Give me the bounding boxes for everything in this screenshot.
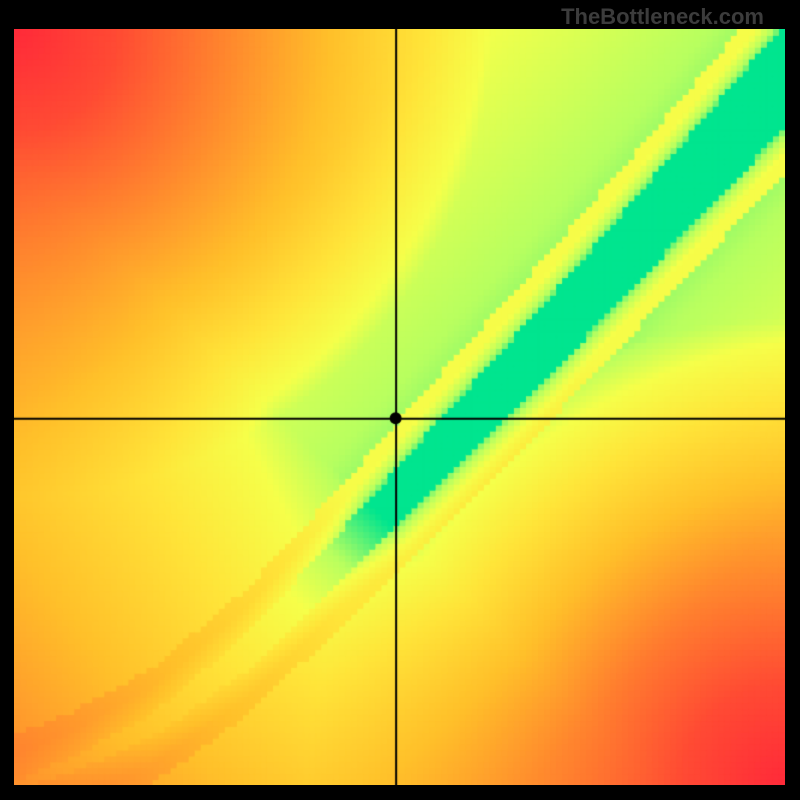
bottleneck-heatmap: [14, 29, 785, 785]
watermark-label: TheBottleneck.com: [561, 4, 764, 30]
chart-container: { "watermark": { "text": "TheBottleneck.…: [0, 0, 800, 800]
